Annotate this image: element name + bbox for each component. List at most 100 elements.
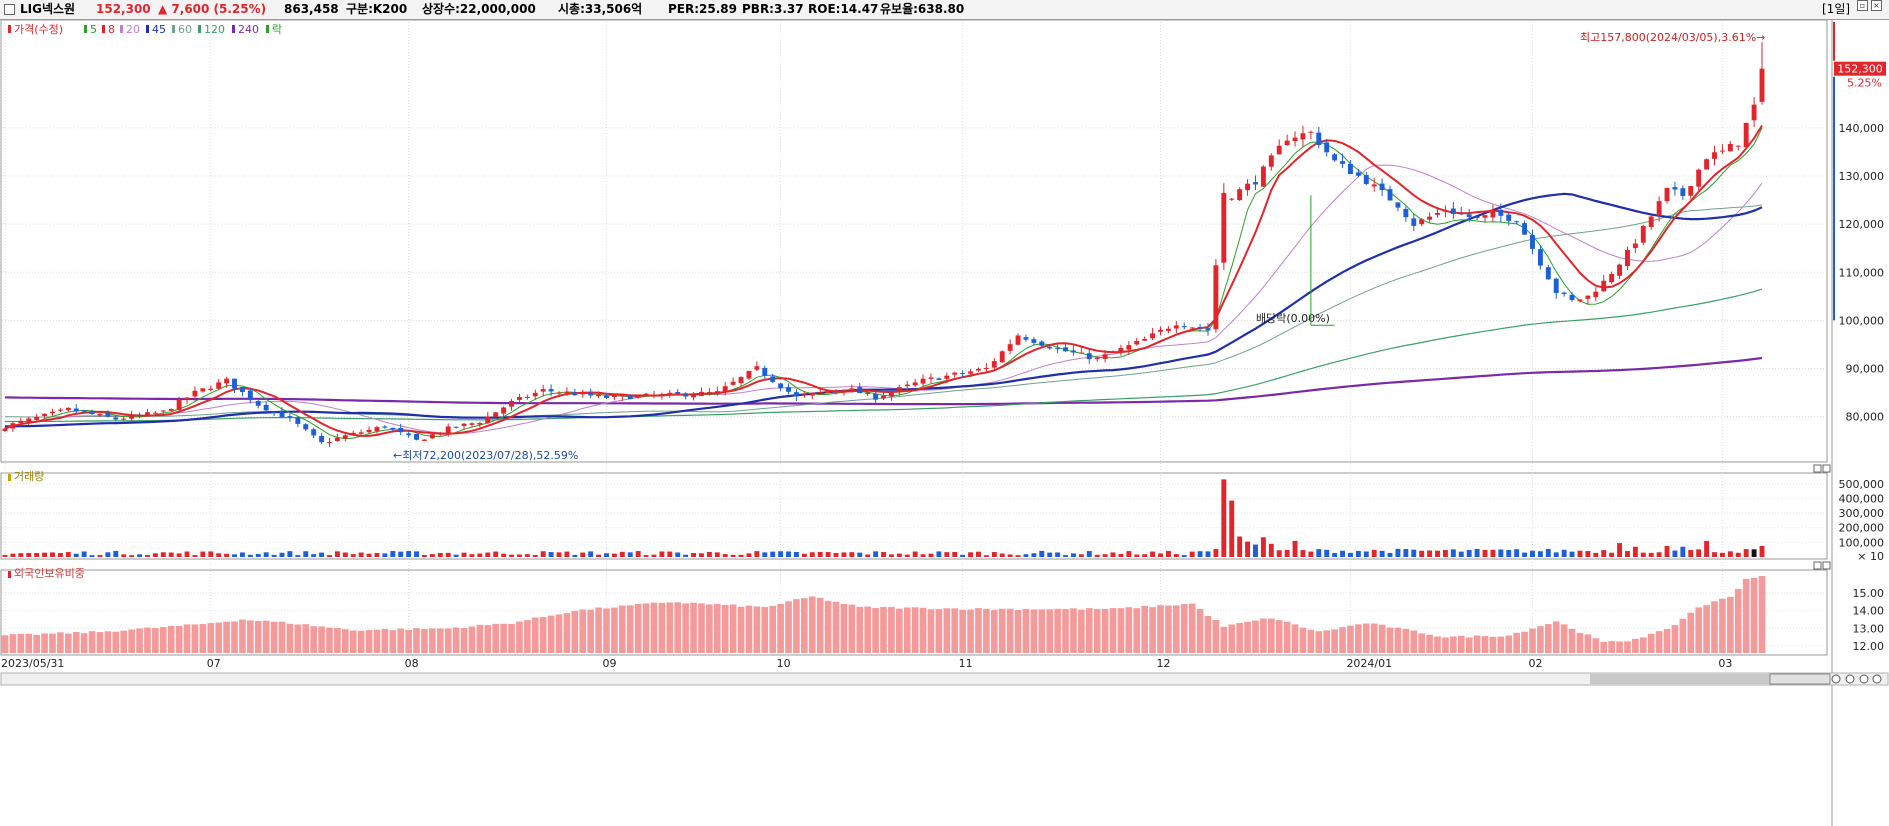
foreign-bar [1149, 607, 1156, 653]
foreign-bar [1070, 608, 1077, 653]
volume-bar [501, 553, 507, 557]
candle-body [1102, 354, 1108, 359]
candle-body [1593, 291, 1599, 298]
close-icon[interactable]: × [1871, 0, 1882, 11]
volume-bar [1696, 549, 1702, 557]
volume-bar [493, 551, 499, 557]
candle-body [303, 424, 309, 430]
foreign-bar [80, 633, 88, 653]
candle-body [1070, 350, 1076, 353]
foreign-bar [1062, 608, 1069, 653]
current-price: 152,300 [96, 2, 151, 16]
candle-body [1735, 145, 1741, 147]
candle-body [643, 393, 649, 395]
volume-bar [319, 552, 325, 557]
foreign-tick-label: 13.00 [1853, 622, 1885, 635]
foreign-bar [373, 629, 381, 653]
candle-body [801, 394, 807, 396]
price-change: ▲ 7,600 (5.25%) [158, 2, 267, 16]
volume-bar [1063, 555, 1068, 557]
ma240-line [4, 356, 1763, 406]
date-tick-label: 2024/01 [1346, 657, 1392, 670]
volume-bar [532, 555, 538, 557]
candle-body [873, 393, 879, 400]
candle-body [1759, 68, 1765, 102]
foreign-bar [745, 605, 753, 653]
volume-bar [1680, 546, 1686, 557]
volume-bar [1498, 549, 1504, 557]
candle-body [319, 435, 325, 443]
volume-bar [184, 551, 190, 557]
foreign-bar [1101, 608, 1109, 653]
last-change-label: 5.25% [1847, 77, 1882, 90]
volume-unit-label: × 10 [1857, 550, 1884, 563]
candle-body [121, 418, 127, 420]
trade-volume: 863,458 [284, 2, 339, 16]
legend-label: 8 [108, 23, 115, 36]
volume-bar [968, 552, 974, 557]
candle-body [1727, 143, 1733, 152]
foreign-bar [175, 626, 183, 653]
foreign-bar [436, 628, 444, 653]
candle-body [1213, 265, 1219, 330]
foreign-bar [1584, 634, 1592, 653]
candle-body [453, 426, 459, 428]
volume-bar [1007, 554, 1013, 557]
volume-bar [1347, 552, 1353, 557]
volume-bar [1561, 549, 1567, 557]
chart-annotations: 최고157,800(2024/03/05),3.61%→ ←최저72,200(20… [393, 31, 1765, 462]
candle-body [1403, 208, 1409, 218]
legend-label: 5 [90, 23, 97, 36]
foreign-bar [1054, 608, 1061, 653]
foreign-bar [975, 608, 982, 653]
volume-bar [1553, 552, 1559, 557]
foreign-bar [587, 609, 594, 653]
volume-bar [390, 551, 396, 557]
volume-bar [429, 554, 435, 557]
volume-bar [1387, 552, 1393, 557]
candle-body [1411, 218, 1417, 226]
candle-body [556, 392, 562, 394]
volume-bar [1221, 479, 1227, 557]
candle-body [1466, 214, 1472, 218]
volume-bar [1268, 543, 1274, 557]
foreign-bar [1552, 621, 1560, 653]
volume-bar [422, 555, 427, 557]
foreign-bar [1426, 634, 1433, 653]
foreign-bar [33, 634, 40, 653]
candle-body [1490, 211, 1496, 218]
volume-bar [1181, 555, 1187, 557]
foreign-bar [1093, 609, 1101, 653]
candle-body [1189, 327, 1195, 329]
candle-body [1704, 159, 1710, 170]
volume-bar [50, 552, 55, 557]
window-checkbox[interactable] [4, 4, 15, 15]
foreign-bar [872, 608, 879, 653]
candle-body [437, 433, 443, 435]
candle-body [390, 427, 396, 430]
candle-body [1015, 335, 1021, 345]
volume-bar [1577, 550, 1583, 557]
foreign-bar [1505, 635, 1513, 653]
period-selector[interactable]: [1일] [1822, 2, 1851, 16]
candle-body [1474, 216, 1480, 218]
candle-body [1221, 192, 1227, 263]
foreign-bar [460, 628, 468, 653]
candle-body [1458, 213, 1464, 215]
foreign-bar [1378, 624, 1386, 653]
volume-bar [1031, 553, 1037, 557]
candle-body [152, 412, 158, 414]
foreign-bar [1402, 628, 1410, 653]
candle-body [1063, 347, 1068, 352]
candle-body [588, 392, 594, 396]
volume-bar [1458, 551, 1464, 557]
foreign-bar [17, 633, 25, 653]
volume-bar [1545, 548, 1551, 557]
candle-body [1514, 221, 1520, 223]
candle-body [1245, 183, 1251, 191]
foreign-bar [864, 606, 871, 653]
volume-bar [1632, 546, 1638, 557]
volume-bar [1403, 549, 1409, 557]
minimize-icon[interactable]: ▫ [1857, 0, 1868, 11]
volume-bar [809, 552, 815, 557]
